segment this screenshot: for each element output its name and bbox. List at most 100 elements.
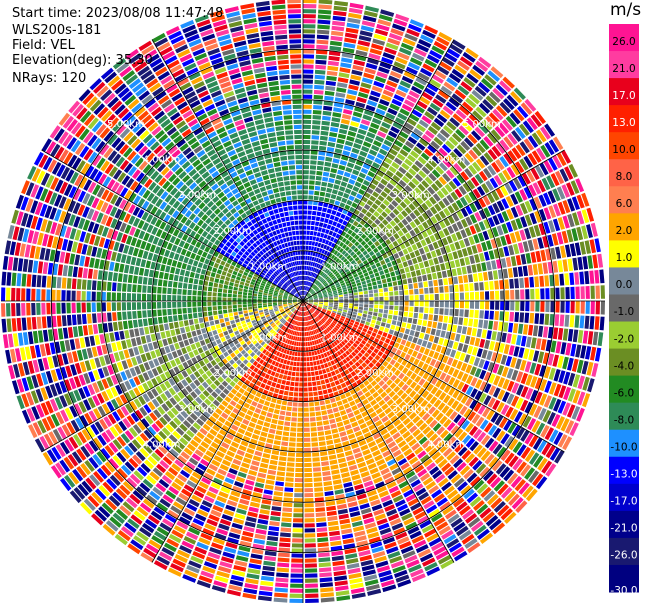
velocity-gate xyxy=(428,508,441,518)
velocity-gate xyxy=(393,406,401,414)
velocity-gate xyxy=(326,146,335,153)
velocity-gate xyxy=(303,225,307,230)
velocity-gate xyxy=(312,125,321,130)
velocity-gate xyxy=(188,498,200,508)
velocity-gate xyxy=(328,325,333,330)
velocity-gate xyxy=(231,345,237,352)
velocity-gate xyxy=(313,231,318,236)
velocity-gate xyxy=(228,495,239,503)
velocity-gate xyxy=(572,390,581,404)
velocity-gate xyxy=(294,315,297,320)
velocity-gate xyxy=(585,286,590,299)
velocity-gate xyxy=(401,103,413,112)
velocity-gate xyxy=(576,194,585,209)
velocity-gate xyxy=(308,331,311,336)
velocity-gate xyxy=(285,365,290,370)
velocity-gate xyxy=(400,351,407,359)
velocity-gate xyxy=(50,398,59,412)
velocity-gate xyxy=(479,139,490,151)
velocity-gate xyxy=(218,523,230,531)
velocity-gate xyxy=(474,337,481,347)
velocity-gate xyxy=(382,584,397,593)
velocity-gate xyxy=(334,575,348,582)
velocity-gate xyxy=(308,282,312,287)
velocity-gate xyxy=(392,394,400,402)
velocity-gate xyxy=(331,189,338,195)
velocity-gate xyxy=(178,516,191,526)
velocity-gate xyxy=(233,565,247,572)
velocity-gate xyxy=(420,454,430,463)
velocity-gate xyxy=(311,325,314,330)
velocity-gate xyxy=(597,253,604,268)
velocity-gate xyxy=(295,316,298,321)
velocity-gate xyxy=(163,542,177,553)
velocity-gate xyxy=(570,286,575,299)
velocity-gate xyxy=(228,584,243,592)
velocity-gate xyxy=(334,380,340,386)
velocity-gate xyxy=(261,318,267,322)
velocity-gate xyxy=(330,283,335,287)
velocity-gate xyxy=(498,122,510,135)
velocity-gate xyxy=(143,444,153,454)
velocity-gate xyxy=(288,323,292,328)
velocity-gate xyxy=(280,309,285,313)
velocity-gate xyxy=(308,321,311,326)
velocity-gate xyxy=(304,291,306,296)
velocity-gate xyxy=(159,459,170,470)
velocity-gate xyxy=(317,542,329,548)
velocity-gate xyxy=(354,430,363,437)
velocity-gate xyxy=(535,250,542,263)
velocity-gate xyxy=(152,486,164,497)
velocity-gate xyxy=(495,290,500,300)
velocity-gate xyxy=(317,275,321,280)
velocity-gate xyxy=(216,395,224,403)
velocity-gate xyxy=(324,95,334,101)
velocity-gate xyxy=(574,315,580,328)
velocity-gate xyxy=(371,229,378,236)
velocity-gate xyxy=(169,448,179,458)
velocity-gate xyxy=(166,410,176,419)
velocity-gate xyxy=(271,397,277,404)
velocity-gate xyxy=(590,285,595,299)
velocity-gate xyxy=(400,339,407,346)
velocity-gate xyxy=(119,382,128,393)
velocity-gate xyxy=(382,264,388,270)
velocity-gate xyxy=(328,258,333,264)
velocity-gate xyxy=(430,386,439,395)
velocity-gate xyxy=(308,245,312,251)
velocity-gate xyxy=(168,434,178,444)
velocity-gate xyxy=(321,461,329,467)
velocity-gate xyxy=(589,239,596,254)
velocity-gate xyxy=(428,335,435,342)
velocity-gate xyxy=(248,421,256,428)
velocity-gate xyxy=(360,119,371,126)
velocity-gate xyxy=(136,506,149,517)
velocity-gate xyxy=(290,568,303,573)
velocity-gate xyxy=(392,121,403,130)
velocity-gate xyxy=(227,589,241,597)
velocity-gate xyxy=(304,299,308,301)
velocity-gate xyxy=(402,430,411,439)
velocity-gate xyxy=(465,216,473,226)
velocity-gate xyxy=(401,210,408,218)
velocity-gate xyxy=(326,510,337,517)
velocity-gate xyxy=(303,377,308,382)
velocity-gate xyxy=(296,326,299,331)
velocity-gate xyxy=(214,387,222,395)
velocity-gate xyxy=(361,410,369,418)
velocity-gate xyxy=(589,316,595,330)
velocity-gate xyxy=(306,311,309,316)
velocity-gate xyxy=(279,317,284,322)
velocity-gate xyxy=(289,340,293,345)
velocity-gate xyxy=(360,25,374,33)
velocity-gate xyxy=(314,279,318,284)
velocity-gate xyxy=(210,482,221,490)
velocity-gate xyxy=(346,455,355,462)
velocity-gate xyxy=(483,136,494,147)
velocity-gate xyxy=(265,345,270,350)
velocity-gate xyxy=(466,179,476,190)
velocity-gate xyxy=(230,352,236,358)
velocity-gate xyxy=(357,312,363,317)
velocity-gate xyxy=(529,276,535,288)
velocity-gate xyxy=(462,509,474,520)
